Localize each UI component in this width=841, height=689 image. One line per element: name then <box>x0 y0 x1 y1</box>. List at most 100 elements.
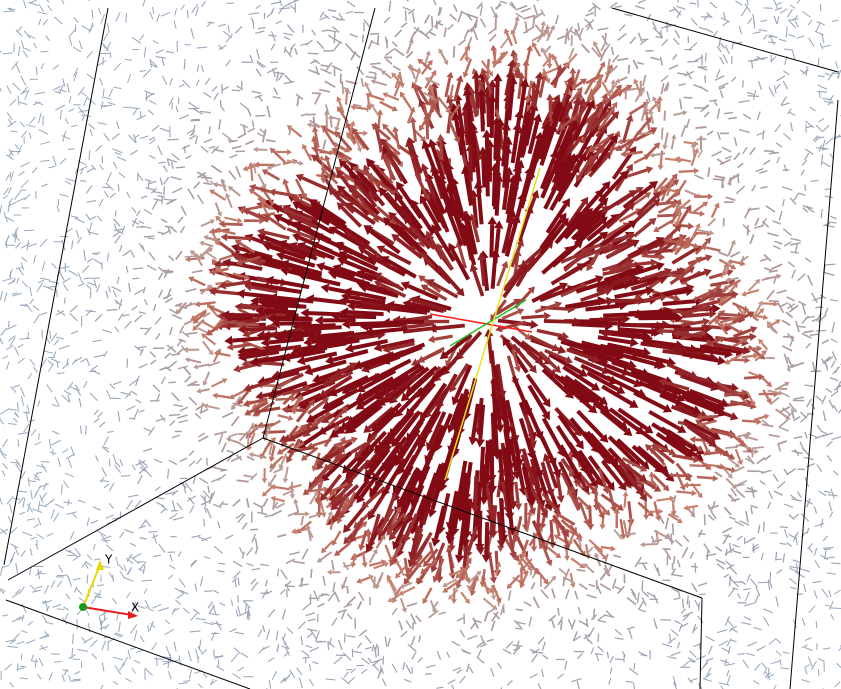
vector-glyph-head <box>351 436 358 444</box>
vector-glyph <box>627 64 631 74</box>
vector-glyph <box>673 326 705 332</box>
vector-glyph <box>385 58 393 65</box>
vector-glyph <box>207 236 217 241</box>
vector-glyph <box>240 303 269 310</box>
vector-glyph-head <box>307 399 315 407</box>
vector-glyph <box>445 579 460 591</box>
vector-glyph <box>525 50 531 66</box>
vector-glyph <box>746 392 754 403</box>
vector-glyph <box>281 645 290 650</box>
vector-glyph <box>835 61 838 69</box>
vector-glyph <box>605 205 631 230</box>
vector-glyph <box>536 328 563 338</box>
vector-glyph <box>166 344 177 353</box>
vector-glyph <box>324 80 336 88</box>
vector-glyph <box>708 271 728 280</box>
vector-glyph <box>310 124 321 129</box>
vector-glyph <box>360 668 368 675</box>
vector-glyph <box>585 618 589 628</box>
vector-glyph <box>35 66 38 76</box>
vector-glyph <box>652 473 667 488</box>
vector-glyph <box>751 184 757 192</box>
vector-glyph <box>486 608 495 614</box>
vector-glyph-head <box>482 129 492 138</box>
vector-glyph <box>197 327 210 335</box>
vector-glyph-head <box>431 608 437 614</box>
vector-glyph-head <box>345 121 352 129</box>
vector-glyph <box>807 19 813 26</box>
vector-glyph-head <box>320 177 327 184</box>
vector-glyph <box>138 311 146 315</box>
vector-glyph <box>285 647 290 656</box>
vector-glyph <box>162 75 168 86</box>
vector-glyph-head <box>268 440 275 446</box>
vector-glyph <box>482 73 493 94</box>
vector-glyph <box>520 7 532 13</box>
vector-glyph <box>329 119 333 128</box>
vector-glyph-head <box>443 59 449 66</box>
vector-glyph-head <box>329 429 340 438</box>
vector-glyph <box>672 53 678 61</box>
vector-glyph <box>112 597 118 605</box>
vector-glyph <box>724 263 731 276</box>
vector-glyph <box>29 358 36 366</box>
vector-glyph <box>133 408 139 419</box>
vector-glyph <box>30 536 37 540</box>
vector-glyph <box>33 366 38 373</box>
vector-glyph <box>805 499 813 505</box>
vector-glyph <box>43 585 49 595</box>
vector-glyph <box>742 659 749 669</box>
vector-glyph <box>81 561 87 568</box>
vector-glyph <box>793 396 805 400</box>
vector-glyph <box>131 220 140 225</box>
vector-glyph-head <box>196 388 202 394</box>
vector-glyph <box>268 337 304 345</box>
vector-glyph <box>132 553 142 559</box>
vector-glyph <box>600 493 620 509</box>
vector-glyph <box>67 394 71 403</box>
vector-glyph-head <box>314 498 322 505</box>
vector-glyph <box>252 190 267 202</box>
vector-glyph-head <box>417 355 425 363</box>
vector-glyph <box>558 514 576 526</box>
vector-glyph <box>267 657 275 662</box>
vector-glyph <box>563 253 585 272</box>
vector-glyph <box>63 669 68 676</box>
vector-glyph <box>75 388 82 396</box>
vector-glyph-head <box>364 226 374 235</box>
vector-glyph <box>720 685 724 689</box>
vector-glyph <box>831 351 838 361</box>
vector-glyph <box>42 285 54 291</box>
vector-glyph <box>229 628 237 633</box>
vector-glyph <box>40 63 45 70</box>
vector-glyph <box>88 150 91 161</box>
vector-glyph <box>55 336 65 340</box>
vector-glyph <box>195 6 199 17</box>
vector-glyph <box>245 326 277 332</box>
vector-glyph <box>9 503 13 514</box>
vector-glyph <box>61 0 65 5</box>
vector-glyph-head <box>737 459 743 466</box>
vector-glyph <box>148 251 156 261</box>
vector-glyph <box>782 553 786 563</box>
vector-glyph <box>64 472 74 478</box>
vector-glyph <box>54 396 60 407</box>
vector-glyph-head <box>650 127 658 134</box>
vector-glyph <box>169 77 173 86</box>
vector-glyph <box>152 39 159 45</box>
vector-glyph <box>305 612 316 617</box>
vector-glyph <box>472 29 479 41</box>
vector-glyph <box>361 551 366 563</box>
vector-glyph <box>531 284 562 303</box>
vector-glyph <box>710 427 730 435</box>
vector-glyph <box>139 348 144 356</box>
vector-glyph-head <box>396 181 405 191</box>
vector-glyph-head <box>563 543 571 551</box>
vector-glyph <box>11 292 18 295</box>
vector-glyph-head <box>397 449 406 459</box>
vector-glyph <box>425 27 434 36</box>
vector-glyph-head <box>558 282 568 291</box>
vector-glyph-head <box>337 445 345 454</box>
vector-glyph <box>766 673 775 679</box>
vector-glyph <box>779 301 789 308</box>
